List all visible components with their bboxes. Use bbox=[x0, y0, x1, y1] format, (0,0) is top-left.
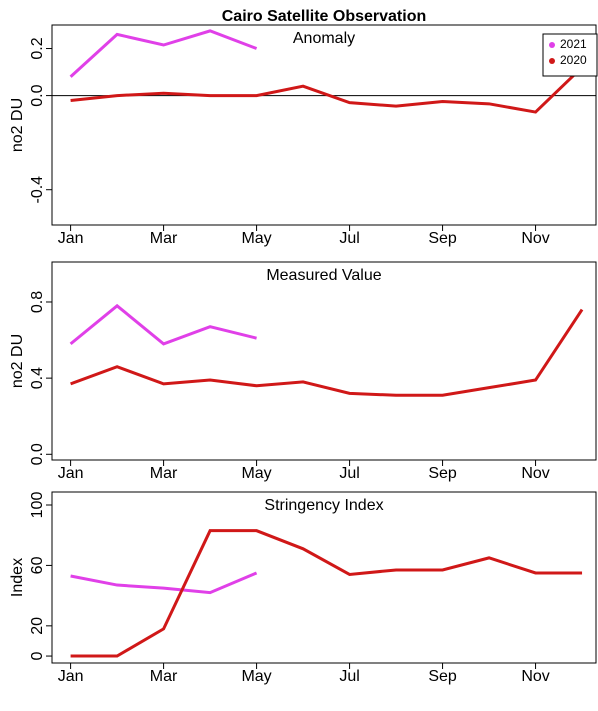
x-tick-label: Sep bbox=[428, 230, 457, 247]
x-tick-label: Mar bbox=[150, 230, 178, 247]
y-tick-label: 0 bbox=[29, 652, 46, 661]
x-tick-label: Jul bbox=[339, 668, 359, 685]
x-tick-label: Nov bbox=[521, 230, 549, 247]
x-tick-label: Sep bbox=[428, 668, 457, 685]
series-line bbox=[70, 571, 258, 595]
x-tick-label: Jan bbox=[58, 668, 84, 685]
y-tick-label: 20 bbox=[29, 617, 46, 635]
series-line bbox=[69, 29, 258, 78]
series-line bbox=[70, 66, 584, 114]
legend-marker bbox=[549, 58, 555, 64]
x-tick-label: Mar bbox=[150, 465, 178, 482]
plot-box bbox=[51, 491, 597, 664]
y-tick-label: 0.2 bbox=[29, 37, 46, 59]
legend-label: 2021 bbox=[560, 37, 587, 51]
plot-box bbox=[51, 261, 597, 461]
legend-label: 2020 bbox=[560, 53, 587, 67]
series-line bbox=[70, 308, 584, 397]
y-axis-title: Index bbox=[9, 558, 26, 597]
x-tick-label: Mar bbox=[150, 668, 178, 685]
y-tick-label: -0.4 bbox=[29, 176, 46, 204]
x-tick-label: May bbox=[241, 230, 271, 247]
series-line bbox=[69, 303, 257, 346]
series-line bbox=[70, 529, 583, 658]
x-tick-label: Jul bbox=[339, 465, 359, 482]
panel-title: Stringency Index bbox=[264, 497, 383, 514]
x-tick-label: Jul bbox=[339, 230, 359, 247]
x-tick-label: May bbox=[241, 668, 271, 685]
x-tick-label: Nov bbox=[521, 465, 549, 482]
panel-title: Anomaly bbox=[293, 30, 355, 47]
y-axis-title: no2 DU bbox=[9, 98, 26, 152]
y-tick-label: 0.0 bbox=[29, 84, 46, 106]
x-tick-label: Jan bbox=[58, 465, 84, 482]
legend-box bbox=[542, 33, 598, 77]
y-tick-label: 100 bbox=[29, 492, 46, 519]
y-tick-label: 0.4 bbox=[29, 367, 46, 389]
y-axis-title: no2 DU bbox=[9, 334, 26, 388]
legend-marker bbox=[549, 42, 555, 48]
x-tick-label: May bbox=[241, 465, 271, 482]
plot-box bbox=[51, 24, 597, 226]
chart-title: Cairo Satellite Observation bbox=[222, 8, 427, 25]
x-tick-label: Nov bbox=[521, 668, 549, 685]
y-tick-label: 60 bbox=[29, 556, 46, 574]
panel-title: Measured Value bbox=[266, 267, 381, 284]
x-tick-label: Sep bbox=[428, 465, 457, 482]
y-tick-label: 0.8 bbox=[29, 291, 46, 313]
y-tick-label: 0.0 bbox=[29, 443, 46, 465]
x-tick-label: Jan bbox=[58, 230, 84, 247]
